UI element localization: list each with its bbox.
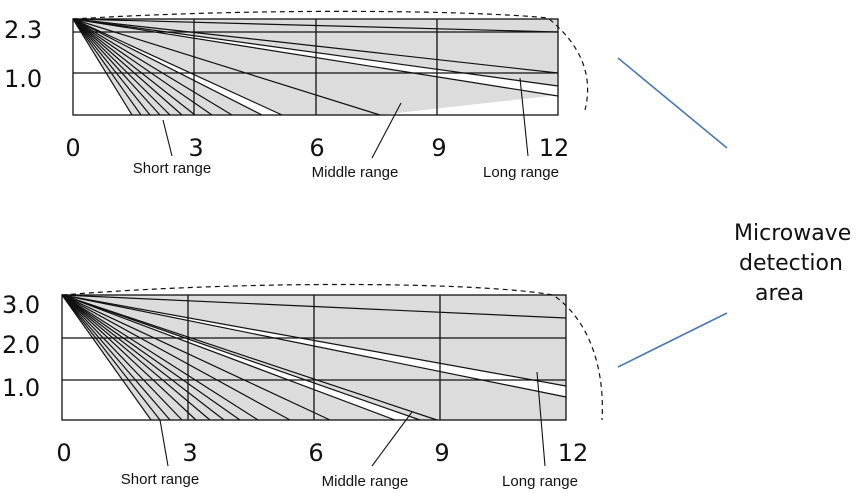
bottom-x-tick: 9 [434,439,449,467]
top-pointer-short [162,119,173,157]
bottom-x-tick: 12 [558,439,589,467]
bottom-ray [61,294,211,421]
bottom-short-range-label: Short range [121,471,199,488]
bottom-ray [61,294,259,421]
top-y-tick: 1.0 [4,65,42,93]
bottom-ray [61,294,438,421]
bottom-y-tick: 1.0 [2,374,40,402]
top-ray [72,18,263,116]
top-x-tick: 6 [309,134,324,162]
top-pointer-middle [371,102,402,159]
bottom-dashed-outline [61,283,603,421]
bottom-panel: 3.0 2.0 1.0 0 3 6 9 12 Short range Middl… [2,283,603,490]
bottom-long-range-label: Long range [502,473,578,490]
bottom-x-tick: 3 [182,439,197,467]
bottom-ray [61,294,396,421]
bottom-x-tick: 0 [56,439,71,467]
top-ray [72,18,133,116]
top-ray [72,18,183,116]
bottom-pointer-short [159,419,169,467]
bottom-y-tick: 3.0 [2,291,40,319]
bottom-ray [61,294,225,421]
top-ray [72,18,283,116]
top-middle-range-label: Middle range [312,164,399,181]
top-x-tick: 3 [188,134,203,162]
bottom-ray [61,294,421,421]
bottom-ray [61,294,567,319]
bottom-ray [61,294,197,421]
top-ray [72,18,161,116]
bottom-ray [61,294,183,421]
top-ray [72,18,559,97]
bottom-pointer-middle [371,411,413,467]
top-short-range-label: Short range [133,160,211,177]
microwave-label-group: Microwave detection area [617,57,851,368]
bottom-ray [61,294,171,421]
bottom-ray [61,294,567,398]
bottom-middle-range-label: Middle range [322,473,409,490]
top-panel: 2.3 1.0 0 3 6 9 12 Short range Middle ra… [4,10,589,181]
bottom-ray [61,294,152,421]
bottom-ray [61,294,161,421]
top-dashed-outline [72,10,589,111]
top-ray [72,18,559,33]
microwave-label-line3: area [755,281,804,306]
top-ray [72,18,213,116]
top-ray [72,18,233,116]
connector-line-bottom [617,312,728,368]
top-x-tick: 12 [539,134,570,162]
microwave-label-line2: detection [739,251,843,276]
bottom-ray [61,294,291,421]
top-pointer-long [519,77,529,157]
top-ray [72,18,559,87]
top-ray [72,18,151,116]
microwave-label-line1: Microwave [734,221,851,246]
connector-line-top [617,57,728,149]
top-x-tick: 9 [431,134,446,162]
top-long-range-label: Long range [483,164,559,181]
bottom-ray [61,294,567,387]
top-ray [72,18,142,116]
bottom-ray [61,294,331,421]
top-ray [72,18,171,116]
bottom-y-tick: 2.0 [2,331,40,359]
top-ray [72,18,196,116]
top-y-tick: 2.3 [4,16,42,44]
top-ray [72,18,559,74]
bottom-x-tick: 6 [308,439,323,467]
top-ray [72,18,381,116]
bottom-ray [61,294,241,421]
top-x-tick: 0 [65,134,80,162]
bottom-pointer-long [536,371,546,467]
